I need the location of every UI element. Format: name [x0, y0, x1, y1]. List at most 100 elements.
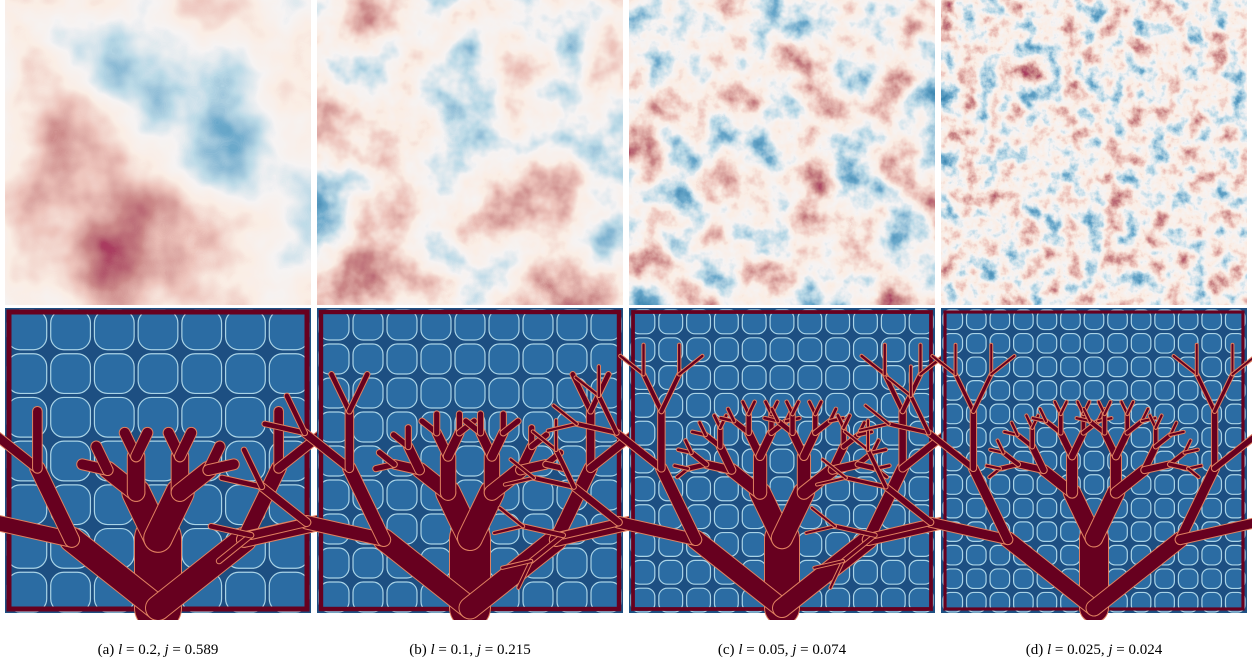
- design-cell: [742, 338, 766, 362]
- design-cell: [51, 310, 91, 350]
- design-cell: [1155, 569, 1175, 589]
- design-cell: [353, 344, 383, 374]
- design-cell: [319, 310, 349, 340]
- design-cell: [387, 310, 417, 340]
- design-cell: [990, 404, 1010, 424]
- design-cell: [455, 446, 485, 476]
- design-cell: [226, 354, 266, 394]
- caption-val: = 0.025,: [1055, 642, 1105, 658]
- design-cell: [1014, 357, 1034, 377]
- caption-var: j: [164, 642, 168, 658]
- caption-tag: (d): [1026, 642, 1044, 658]
- caption-var: l: [430, 642, 434, 658]
- design-cell: [1178, 569, 1198, 589]
- design-cell: [353, 548, 383, 578]
- design-cell: [1084, 451, 1104, 471]
- design-cell: [1155, 357, 1175, 377]
- design-cell: [489, 310, 519, 340]
- design-cell: [967, 545, 987, 565]
- caption-var: j: [792, 642, 796, 658]
- design-cell: [1037, 334, 1057, 354]
- design-cell: [182, 310, 222, 350]
- design-cell: [1037, 522, 1057, 542]
- design-cell: [1131, 357, 1151, 377]
- caption-tag: (a): [98, 642, 115, 658]
- design-cell: [770, 338, 794, 362]
- design-cell: [1202, 545, 1222, 565]
- caption: (d) l = 0.025, j = 0.024: [941, 642, 1247, 659]
- design-cell: [7, 310, 47, 350]
- design-cell: [798, 366, 822, 390]
- design-cell: [421, 310, 451, 340]
- design-cell: [557, 344, 587, 374]
- design-cell: [1178, 381, 1198, 401]
- design-cell: [226, 572, 266, 612]
- caption-var: l: [1047, 642, 1051, 658]
- design-cell: [489, 344, 519, 374]
- design-cell: [455, 344, 485, 374]
- design-cell: [1131, 334, 1151, 354]
- caption: (c) l = 0.05, j = 0.074: [629, 642, 935, 659]
- design-cell: [798, 533, 822, 557]
- design-cell: [1202, 334, 1222, 354]
- design-cell: [319, 480, 349, 510]
- design-cell: [226, 397, 266, 437]
- design-cell: [1084, 475, 1104, 495]
- design-cell: [1014, 334, 1034, 354]
- design-cell: [1061, 381, 1081, 401]
- design-cell: [557, 548, 587, 578]
- design-cell: [1084, 357, 1104, 377]
- design-cell: [523, 480, 553, 510]
- design-cell: [1155, 475, 1175, 495]
- design-cell: [742, 533, 766, 557]
- design-cell: [319, 344, 349, 374]
- caption-val: = 0.589: [172, 642, 218, 658]
- design-cell: [94, 310, 134, 350]
- design-cell: [1108, 545, 1128, 565]
- design-cell: [182, 354, 222, 394]
- design-cell: [826, 366, 850, 390]
- design-cell: [319, 548, 349, 578]
- caption-var: l: [738, 642, 742, 658]
- design-cell: [557, 310, 587, 340]
- caption-var: j: [1108, 642, 1112, 658]
- random-field-image: [317, 0, 623, 305]
- design-cell: [319, 412, 349, 442]
- caption-val: = 0.024: [1116, 642, 1162, 658]
- caption-tag: (c): [718, 642, 735, 658]
- design-cell: [51, 354, 91, 394]
- design-cell: [269, 354, 309, 394]
- design-cell: [1014, 381, 1034, 401]
- design-cell: [967, 569, 987, 589]
- design-cell: [226, 310, 266, 350]
- figure: [0, 0, 1252, 620]
- design-cell: [1037, 381, 1057, 401]
- caption-var: j: [477, 642, 481, 658]
- design-cell: [1108, 381, 1128, 401]
- design-cell: [353, 412, 383, 442]
- design-cell: [1202, 357, 1222, 377]
- design-cell: [1061, 334, 1081, 354]
- design-cell: [1037, 357, 1057, 377]
- design-cell: [990, 381, 1010, 401]
- caption-tag: (b): [409, 642, 427, 658]
- design-cell: [1131, 522, 1151, 542]
- design-cell: [1014, 569, 1034, 589]
- design-cell: [687, 477, 711, 501]
- design-cell: [659, 560, 683, 584]
- design-cell: [523, 310, 553, 340]
- design-cell: [1014, 475, 1034, 495]
- design-cell: [591, 310, 621, 340]
- design-cell: [1155, 381, 1175, 401]
- caption-val: = 0.215: [485, 642, 531, 658]
- design-cell: [51, 572, 91, 612]
- random-field-image: [5, 0, 311, 305]
- random-field-image: [629, 0, 935, 305]
- design-cell: [687, 393, 711, 417]
- design-cell: [1061, 545, 1081, 565]
- design-cell: [826, 338, 850, 362]
- design-cell: [269, 310, 309, 350]
- design-cell: [1202, 569, 1222, 589]
- page: (a) l = 0.2, j = 0.589 (b) l = 0.1, j = …: [0, 0, 1252, 666]
- design-cell: [1155, 498, 1175, 518]
